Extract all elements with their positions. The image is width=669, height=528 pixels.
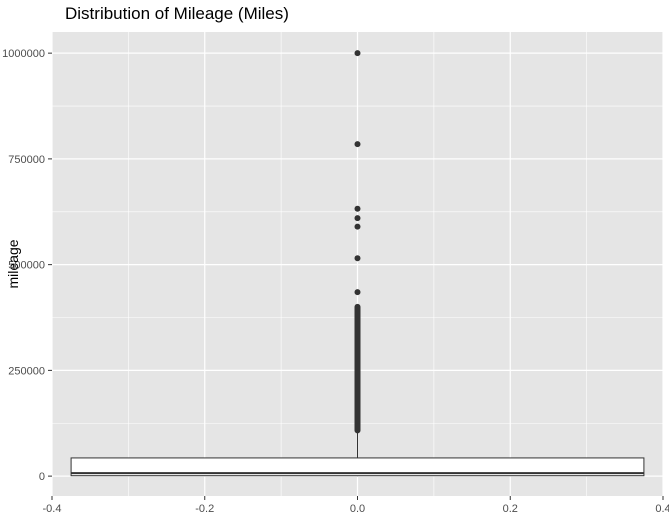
x-tick-label: 0.4 — [655, 503, 669, 515]
axes: 0 250000 500000 750000 1000000 -0.4 -0.2 0.0 0.2… — [2, 48, 669, 515]
x-tick-label: -0.4 — [43, 503, 62, 515]
y-tick-label: 500000 — [8, 260, 45, 272]
box — [70, 457, 645, 477]
y-axis-title: mileage — [5, 239, 21, 288]
outlier-point — [354, 215, 361, 222]
outlier-point — [354, 50, 361, 57]
chart-marks — [70, 50, 645, 477]
chart-title: Distribution of Mileage (Miles) — [65, 4, 289, 23]
x-tick-label: 0.2 — [503, 503, 518, 515]
y-tick-label: 250000 — [8, 365, 45, 377]
x-tick-label: 0.0 — [350, 503, 365, 515]
outlier-point — [354, 289, 361, 296]
x-tick-label: -0.2 — [195, 503, 214, 515]
y-tick-label: 0 — [39, 471, 45, 483]
y-tick-label: 750000 — [8, 154, 45, 166]
outlier-point — [354, 223, 361, 230]
outlier-point — [354, 205, 361, 212]
outlier-point — [354, 141, 361, 148]
outlier-point — [354, 255, 361, 262]
y-tick-label: 1000000 — [2, 48, 45, 60]
